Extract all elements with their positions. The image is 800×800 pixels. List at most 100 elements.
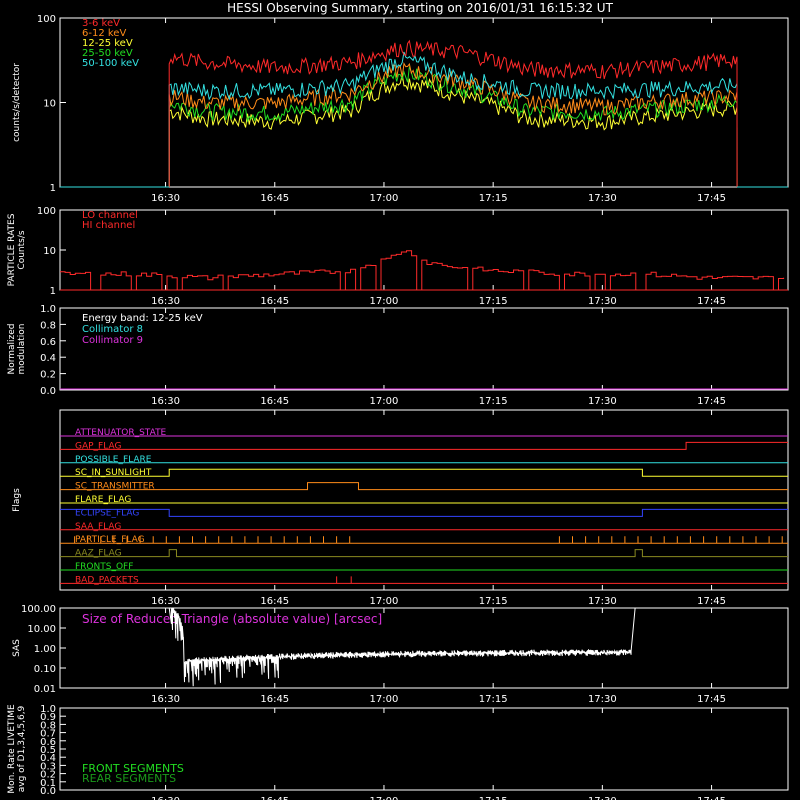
flag-label-gap_flag: GAP_FLAG <box>75 441 121 451</box>
x-tick-label: 17:30 <box>588 596 617 607</box>
y-axis-label: Normalized <box>7 323 17 374</box>
y-tick-label: 0.1 <box>40 778 56 789</box>
y-tick-label: 1 <box>50 286 56 297</box>
y-axis-label: counts/s/detector <box>12 63 22 142</box>
x-tick-label: 17:45 <box>697 396 726 407</box>
x-tick-label: 17:15 <box>479 296 508 307</box>
x-tick-label: 16:30 <box>151 296 180 307</box>
legend-6-12keV: 6-12 keV <box>82 28 126 39</box>
particle-flag-spikes <box>74 536 783 544</box>
x-tick-label: 16:45 <box>260 193 289 204</box>
bad-packets-spikes <box>336 576 352 584</box>
x-tick-label: 16:45 <box>260 796 289 800</box>
y-tick-label: 10 <box>43 246 56 257</box>
y-axis-label: Mon. Rate LIVETIME <box>7 704 17 794</box>
y-tick-label: 0.9 <box>40 712 56 723</box>
legend-50-100keV: 50-100 keV <box>82 58 139 69</box>
x-tick-label: 17:30 <box>588 296 617 307</box>
x-tick-label: 16:45 <box>260 596 289 607</box>
x-tick-label: 17:15 <box>479 694 508 705</box>
y-tick-label: 0.4 <box>40 353 56 364</box>
x-tick-label: 17:30 <box>588 694 617 705</box>
sas-annotation: Size of Reduced Triangle (absolute value… <box>82 612 382 626</box>
flag-line-sc_in_sunlight <box>60 468 788 477</box>
y-tick-label: 0.6 <box>40 337 56 348</box>
y-tick-label: 100.00 <box>21 604 56 615</box>
x-tick-label: 17:45 <box>697 296 726 307</box>
x-tick-label: 16:45 <box>260 694 289 705</box>
legend-3-6keV: 3-6 keV <box>82 18 120 29</box>
x-tick-label: 16:45 <box>260 396 289 407</box>
x-tick-label: 17:15 <box>479 193 508 204</box>
y-tick-label: 0.3 <box>40 761 56 772</box>
y-tick-label: 1.0 <box>40 704 56 715</box>
flag-label-particle_flag: PARTICLE_FLAG <box>75 535 145 545</box>
x-tick-label: 17:15 <box>479 796 508 800</box>
flag-line-sc_transmitter <box>60 482 788 491</box>
series-hi-channel <box>60 250 785 291</box>
x-tick-label: 17:00 <box>370 193 399 204</box>
panel-flags: 16:30 16:45 17:00 17:15 17:30 17:45 Flags ATTEN… <box>12 409 789 607</box>
flag-label-aaz_flag: AAZ_FLAG <box>75 549 122 559</box>
panel-sas: 16:30 16:45 17:00 17:15 17:30 17:45 SAS 0.01 0.1… <box>12 604 789 705</box>
x-tick-label: 17:45 <box>697 796 726 800</box>
y-axis-label: SAS <box>12 639 22 657</box>
x-tick-label: 17:15 <box>479 396 508 407</box>
flag-line-gap_flag <box>60 441 788 450</box>
x-tick-label: 16:30 <box>151 193 180 204</box>
y-axis-label: Flags <box>12 488 22 512</box>
y-axis-label: avg of D1,3,4,5,6,9 <box>17 705 27 792</box>
flag-label-fronts_off: FRONTS_OFF <box>75 562 133 572</box>
x-tick-label: 16:30 <box>151 694 180 705</box>
panel-livetime: 16:30 16:45 17:00 17:15 17:30 17:45 Mon. Rate … <box>7 704 789 800</box>
flag-label-possible_flare: POSSIBLE_FLARE <box>75 455 152 465</box>
flag-line-aaz_flag <box>60 549 788 558</box>
y-tick-label: 1.0 <box>40 304 56 315</box>
x-tick-label: 17:00 <box>370 796 399 800</box>
series-50-100keV <box>168 51 738 188</box>
x-tick-label: 17:00 <box>370 694 399 705</box>
y-tick-label: 100 <box>37 14 56 25</box>
y-axis-label: Counts/s <box>17 230 27 269</box>
flag-label-sc_transmitter: SC_TRANSMITTER <box>75 482 155 492</box>
y-tick-label: 1 <box>50 183 56 194</box>
energy-band-annotation: Energy band: 12-25 keV <box>82 313 203 324</box>
y-tick-label: 0.0 <box>40 786 56 797</box>
x-tick-label: 17:45 <box>697 193 726 204</box>
panel-count-rates: 16:30 16:45 17:00 17:15 17:30 17:45 counts/s/d… <box>12 14 789 204</box>
sas-series <box>168 607 636 687</box>
x-tick-label: 17:30 <box>588 796 617 800</box>
flag-label-saa_flag: SAA_FLAG <box>75 522 121 532</box>
y-tick-label: 100 <box>37 206 56 217</box>
y-tick-label: 0.7 <box>40 729 56 740</box>
series-6-12keV <box>168 61 738 188</box>
panel-particle-rates: 16:30 16:45 17:00 17:15 17:30 17:45 PARTICLE R… <box>7 206 789 307</box>
series-12-25keV <box>168 74 738 188</box>
panel-modulation: 16:30 16:45 17:00 17:15 17:30 17:45 Normalized… <box>7 304 789 407</box>
x-tick-label: 16:30 <box>151 596 180 607</box>
flag-label-flare_flag: FLARE_FLAG <box>75 495 131 505</box>
x-tick-label: 17:30 <box>588 193 617 204</box>
legend-LOchannel: LO channel <box>82 210 138 221</box>
legend-Collimator9: Collimator 9 <box>82 335 143 346</box>
y-tick-label: 0.10 <box>34 664 56 675</box>
x-tick-label: 17:00 <box>370 596 399 607</box>
y-tick-label: 0.5 <box>40 745 56 756</box>
y-tick-label: 0.0 <box>40 386 56 397</box>
x-tick-label: 17:45 <box>697 694 726 705</box>
series-3-6keV <box>168 39 738 188</box>
flag-label-sc_in_sunlight: SC_IN_SUNLIGHT <box>75 468 152 478</box>
legend-REARSEGMENTS: REAR SEGMENTS <box>82 772 176 785</box>
y-tick-label: 10.00 <box>27 624 56 635</box>
legend-25-50keV: 25-50 keV <box>82 48 133 59</box>
x-tick-label: 17:30 <box>588 396 617 407</box>
x-tick-label: 16:30 <box>151 396 180 407</box>
y-tick-label: 0.01 <box>34 684 56 695</box>
legend-Collimator8: Collimator 8 <box>82 324 143 335</box>
y-axis-label: PARTICLE RATES <box>7 213 17 286</box>
y-tick-label: 0.8 <box>40 720 56 731</box>
x-tick-label: 17:15 <box>479 596 508 607</box>
panel-frame <box>59 307 789 391</box>
y-axis-label: modulation <box>17 324 27 375</box>
